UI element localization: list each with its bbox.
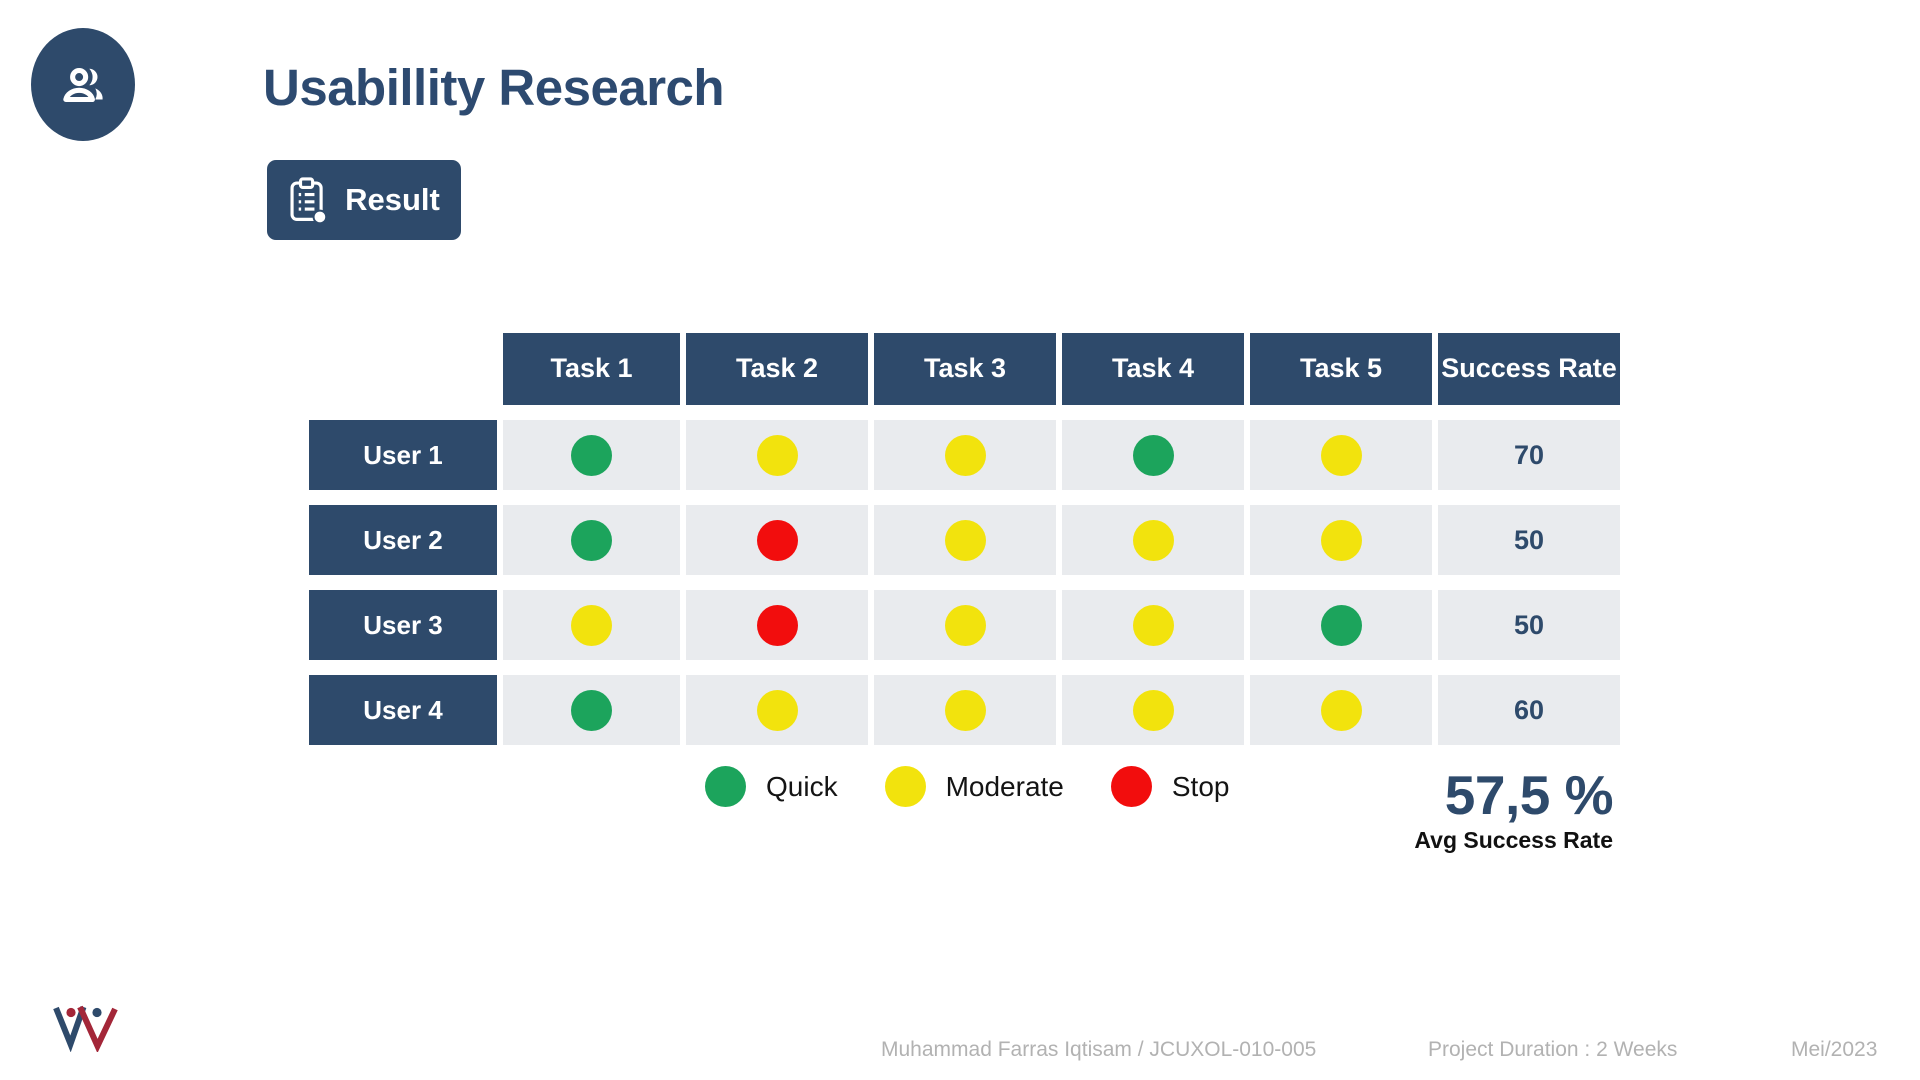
table-cell <box>686 590 868 660</box>
result-button-label: Result <box>345 182 440 217</box>
result-dot <box>571 604 612 646</box>
table-cell <box>686 675 868 745</box>
table-cell <box>503 675 680 745</box>
avatar <box>31 28 135 141</box>
result-dot <box>756 604 798 646</box>
result-dot <box>944 604 986 646</box>
result-dot <box>1320 604 1362 646</box>
column-header-task3: Task 3 <box>874 333 1056 405</box>
table-cell <box>1250 590 1432 660</box>
legend-item-stop: Stop <box>1110 766 1230 807</box>
table-corner <box>309 333 497 405</box>
table-cell <box>1250 675 1432 745</box>
result-dot <box>1320 434 1362 476</box>
legend-item-moderate: Moderate <box>884 766 1064 807</box>
success-rate-user3: 50 <box>1438 590 1620 660</box>
legend-label: Quick <box>766 770 838 802</box>
stop-dot-icon <box>1110 766 1152 807</box>
result-dot <box>756 689 798 731</box>
avg-success-label: Avg Success Rate <box>1414 827 1613 853</box>
avg-success-value: 57,5 % <box>1444 764 1614 826</box>
legend-label: Stop <box>1171 770 1230 802</box>
result-dot <box>571 689 612 731</box>
table-cell <box>874 675 1056 745</box>
page-title: Usabillity Research <box>263 59 725 116</box>
result-dot <box>1132 519 1174 561</box>
table-cell <box>1250 420 1432 490</box>
footer-author: Muhammad Farras Iqtisam / JCUXOL-010-005 <box>881 1038 1317 1061</box>
results-table: Task 1 Task 2 Task 3 Task 4 Task 5 Succe… <box>309 333 1620 745</box>
avg-success-block: 57,5 % Avg Success Rate <box>1300 768 1613 854</box>
table-cell <box>686 420 868 490</box>
result-dot <box>944 519 986 561</box>
column-header-task2: Task 2 <box>686 333 868 405</box>
table-cell <box>503 590 680 660</box>
legend-item-quick: Quick <box>705 766 838 807</box>
success-rate-user4: 60 <box>1438 675 1620 745</box>
result-dot <box>1132 604 1174 646</box>
column-header-success-rate: Success Rate <box>1438 333 1620 405</box>
table-cell <box>1062 505 1244 575</box>
table-cell <box>874 590 1056 660</box>
table-cell <box>1062 675 1244 745</box>
table-cell <box>503 505 680 575</box>
result-dot <box>571 519 612 561</box>
table-cell <box>1062 420 1244 490</box>
result-dot <box>944 689 986 731</box>
footer-date: Mei/2023 <box>1791 1038 1878 1061</box>
column-header-task1: Task 1 <box>503 333 680 405</box>
table-cell <box>1250 505 1432 575</box>
table-cell <box>503 420 680 490</box>
quick-dot-icon <box>705 766 746 807</box>
table-cell <box>686 505 868 575</box>
table-cell <box>874 420 1056 490</box>
clipboard-icon <box>290 177 328 223</box>
table-cell <box>1062 590 1244 660</box>
brand-logo-icon <box>52 1002 122 1057</box>
people-icon <box>63 67 103 102</box>
legend-label: Moderate <box>945 770 1064 802</box>
success-rate-user2: 50 <box>1438 505 1620 575</box>
result-dot <box>1320 689 1362 731</box>
result-dot <box>1132 689 1174 731</box>
result-dot <box>1132 434 1174 476</box>
table-cell <box>874 505 1056 575</box>
result-dot <box>1320 519 1362 561</box>
moderate-dot-icon <box>884 766 926 807</box>
column-header-task5: Task 5 <box>1250 333 1432 405</box>
row-label-user3: User 3 <box>309 590 497 660</box>
success-rate-user1: 70 <box>1438 420 1620 490</box>
column-header-task4: Task 4 <box>1062 333 1244 405</box>
result-dot <box>756 434 798 476</box>
row-label-user2: User 2 <box>309 505 497 575</box>
footer-project-duration: Project Duration : 2 Weeks <box>1428 1038 1678 1061</box>
legend: Quick Moderate Stop <box>705 766 1229 807</box>
result-dot <box>944 434 986 476</box>
row-label-user1: User 1 <box>309 420 497 490</box>
result-button[interactable]: Result <box>267 160 461 240</box>
result-dot <box>571 434 612 476</box>
result-dot <box>756 519 798 561</box>
row-label-user4: User 4 <box>309 675 497 745</box>
